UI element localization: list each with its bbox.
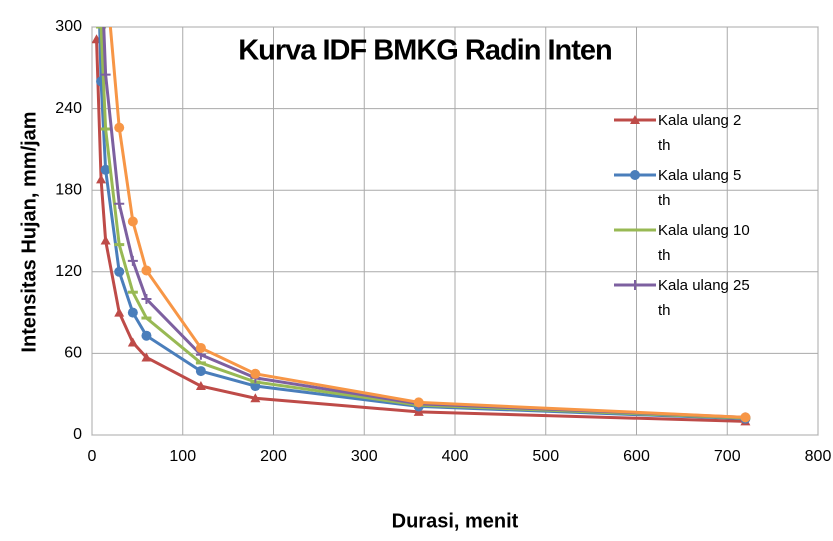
- marker: [195, 366, 206, 377]
- legend-icon: [614, 170, 656, 180]
- chart-title: Kurva IDF BMKG Radin Inten: [238, 35, 612, 67]
- marker: [141, 330, 152, 341]
- marker: [100, 164, 111, 175]
- marker: [630, 115, 640, 124]
- x-tick-label: 300: [351, 448, 378, 465]
- marker: [630, 280, 640, 290]
- marker: [114, 198, 125, 209]
- marker: [141, 265, 152, 276]
- marker: [141, 352, 152, 362]
- legend-item: Kala ulang 10 th: [612, 218, 762, 268]
- marker: [740, 412, 751, 423]
- y-tick-label: 0: [73, 426, 82, 443]
- marker: [127, 337, 138, 347]
- legend-label: Kala ulang 5 th: [658, 167, 742, 209]
- legend-label: Kala ulang 25 th: [658, 277, 750, 319]
- y-tick-label: 60: [64, 345, 82, 362]
- legend-icon: [614, 280, 656, 290]
- x-tick-label: 600: [623, 448, 650, 465]
- legend-icon: [614, 115, 656, 124]
- x-tick-label: 400: [442, 448, 469, 465]
- marker: [127, 307, 138, 318]
- marker: [630, 170, 640, 180]
- series-line: [99, 27, 746, 420]
- marker: [250, 368, 261, 379]
- legend-icon: [614, 228, 656, 232]
- x-tick-label: 800: [805, 448, 832, 465]
- x-tick-label: 700: [714, 448, 741, 465]
- legend-item: Kala ulang 25 th: [612, 273, 762, 323]
- y-tick-label: 180: [55, 181, 82, 198]
- marker: [141, 294, 152, 304]
- x-tick-label: 500: [532, 448, 559, 465]
- x-axis-label: Durasi, menit: [392, 510, 519, 532]
- marker: [250, 393, 261, 403]
- marker: [195, 381, 206, 391]
- x-tick-label: 100: [169, 448, 196, 465]
- marker: [127, 255, 138, 266]
- marker: [100, 235, 111, 245]
- marker: [114, 307, 125, 317]
- legend-label: Kala ulang 2 th: [658, 112, 742, 154]
- y-tick-label: 240: [55, 100, 82, 117]
- series-line: [95, 39, 746, 423]
- marker: [96, 174, 107, 184]
- y-axis-label: Intensitas Hujan, mm/jam: [18, 111, 40, 352]
- x-tick-label: 200: [260, 448, 287, 465]
- marker: [100, 69, 111, 80]
- legend-label: Kala ulang 10 th: [658, 222, 750, 264]
- marker: [114, 266, 125, 277]
- x-tick-label: 0: [88, 448, 97, 465]
- marker: [127, 216, 138, 227]
- series-line: [102, 27, 746, 419]
- marker: [195, 342, 206, 353]
- legend: Kala ulang 2 th Kala ulang 5 th Kala ulang…: [612, 108, 762, 328]
- y-tick-label: 120: [55, 263, 82, 280]
- legend-item: Kala ulang 2 th: [612, 108, 762, 158]
- series-line: [98, 27, 746, 421]
- series-line: [108, 27, 746, 419]
- marker: [114, 122, 125, 133]
- legend-item: Kala ulang 5 th: [612, 163, 762, 213]
- y-tick-label: 300: [55, 18, 82, 35]
- marker: [413, 397, 424, 408]
